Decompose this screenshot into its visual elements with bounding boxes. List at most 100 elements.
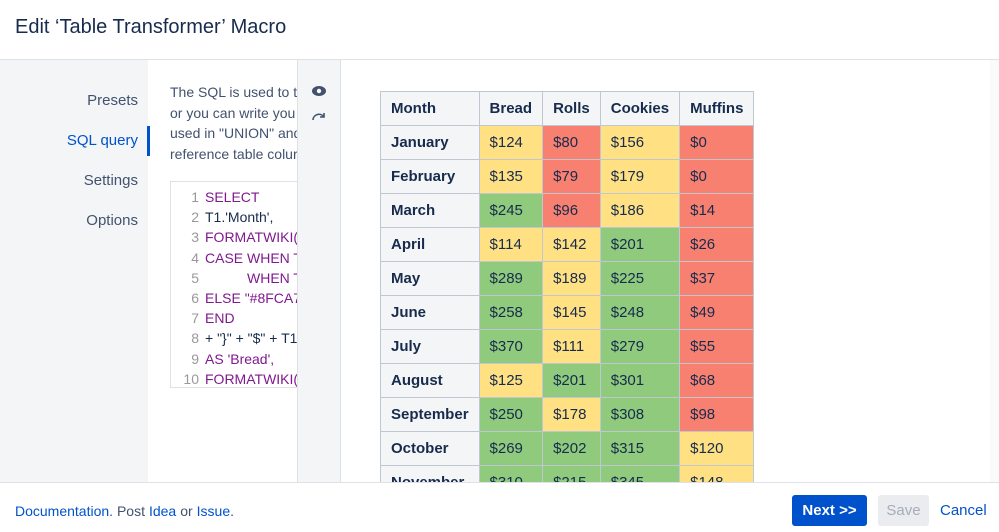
refresh-icon[interactable] <box>312 113 326 129</box>
value-cell: $370 <box>478 329 544 364</box>
value-cell: $124 <box>478 125 544 160</box>
save-button[interactable]: Save <box>878 495 929 526</box>
column-header: Muffins <box>679 91 755 126</box>
description: The SQL is used to tr or you can write yo… <box>170 82 297 164</box>
code-text: SELECT <box>205 189 260 205</box>
scrollbar[interactable] <box>990 60 999 482</box>
value-cell: $189 <box>542 261 601 296</box>
code-line: 2 T1.'Month', <box>171 207 298 227</box>
month-cell: July <box>380 329 480 364</box>
value-cell: $201 <box>542 363 601 398</box>
value-cell: $14 <box>679 193 755 228</box>
code-line: 8 + "}" + "$" + T1 <box>171 328 298 348</box>
toolbar <box>297 60 341 482</box>
footer-link[interactable]: Documentation <box>15 503 110 519</box>
value-cell: $345 <box>599 465 681 482</box>
table-row: September $250 $178 $308 $98 <box>380 397 755 432</box>
active-indicator <box>147 126 150 156</box>
value-cell: $26 <box>679 227 755 262</box>
line-number: 3 <box>191 229 199 246</box>
description-line: reference table colur <box>170 145 297 162</box>
value-cell: $98 <box>679 397 755 432</box>
line-number: 10 <box>183 370 199 387</box>
table-row: July $370 $111 $279 $55 <box>380 329 755 364</box>
nav-item[interactable]: Presets <box>87 92 138 109</box>
footer-text: . Post <box>109 503 145 519</box>
value-cell: $186 <box>599 193 681 228</box>
code-line: 5 WHEN T <box>171 268 298 288</box>
table-row: November$310$215$345$148 <box>380 465 755 482</box>
footer-link[interactable]: Issue <box>196 503 231 519</box>
value-cell: $68 <box>679 363 755 398</box>
line-number: 1 <box>191 189 199 205</box>
divider <box>0 59 999 60</box>
value-cell: $0 <box>679 159 755 194</box>
code-editor[interactable]: 1 SELECT 2 T1.'Month', 3 FORMATWIKI(" 4 CASE WH… <box>170 181 298 388</box>
value-cell: $201 <box>599 227 681 262</box>
description-line: or you can write you <box>170 104 296 121</box>
code-text: + "}" + "$" + T1 <box>205 330 298 347</box>
code-text: ELSE "#8FCA7D <box>205 290 298 307</box>
value-cell: $258 <box>478 295 544 330</box>
footer-links: Documentation. Post Idea or Issue. <box>15 503 238 519</box>
value-cell: $178 <box>542 397 601 432</box>
code-line: 9 AS 'Bread', <box>171 349 298 369</box>
table-row: May $289 $189 $225 $37 <box>380 261 755 296</box>
value-cell: $125 <box>478 363 544 398</box>
value-cell: $279 <box>599 329 681 364</box>
table-row: August $125 $201 $301 $68 <box>380 363 755 398</box>
value-cell: $79 <box>542 159 601 194</box>
description-line: used in "UNION" and <box>170 125 297 141</box>
line-number: 4 <box>191 249 199 266</box>
value-cell: $148 <box>679 465 755 482</box>
value-cell: $111 <box>542 329 601 364</box>
value-cell: $310 <box>478 465 544 482</box>
code-text: END <box>205 310 235 327</box>
preview-icon[interactable] <box>312 86 326 96</box>
description-line: The SQL is used to tr <box>170 84 297 100</box>
preview-panel: Month Bread Rolls Cookies Muffins January $124… <box>340 60 999 482</box>
line-number: 6 <box>191 290 199 307</box>
line-number: 7 <box>191 310 199 327</box>
next-button[interactable]: Next >> <box>792 495 867 526</box>
footer-text: or <box>180 503 193 519</box>
value-cell: $114 <box>478 227 544 262</box>
column-header: Cookies <box>599 91 681 126</box>
code-text: T1.'Month', <box>205 209 274 226</box>
nav-item[interactable]: SQL query <box>66 132 138 149</box>
value-cell: $120 <box>679 431 755 466</box>
value-cell: $0 <box>679 125 755 160</box>
table-row: March $245 $96 $186 $14 <box>380 193 755 228</box>
value-cell: $248 <box>599 295 681 330</box>
month-cell: September <box>380 397 480 432</box>
column-header: Rolls <box>542 91 601 126</box>
code-line: 10 FORMATWIKI(" <box>171 369 298 387</box>
code-text: WHEN T <box>247 269 298 286</box>
nav-item[interactable]: Settings <box>83 172 138 189</box>
column-header: Bread <box>478 91 544 126</box>
month-cell: January <box>380 125 480 160</box>
month-cell: November <box>380 465 480 482</box>
column-header: Month <box>380 91 480 126</box>
code-text: CASE WHEN T1 <box>205 249 298 266</box>
nav-panel <box>0 60 148 482</box>
value-cell: $215 <box>542 465 601 482</box>
value-cell: $49 <box>679 295 755 330</box>
month-cell: August <box>380 363 480 398</box>
code-line: 1 SELECT <box>171 187 298 207</box>
dialog-title: Edit ‘Table Transformer’ Macro <box>15 16 287 38</box>
header-row: Month Bread Rolls Cookies Muffins <box>380 91 755 126</box>
cancel-button[interactable]: Cancel <box>940 502 987 519</box>
nav-item[interactable]: Options <box>86 212 138 229</box>
value-cell: $37 <box>679 261 755 296</box>
footer-link[interactable]: Idea <box>148 503 177 519</box>
footer-text: . <box>230 503 235 519</box>
value-cell: $96 <box>542 193 601 228</box>
value-cell: $179 <box>599 159 681 194</box>
value-cell: $225 <box>599 261 681 296</box>
month-cell: April <box>380 227 480 262</box>
value-cell: $202 <box>542 431 601 466</box>
table-row: January $124 $80 $156 $0 <box>380 125 755 160</box>
table-row: October $269 $202 $315 $120 <box>380 431 755 466</box>
